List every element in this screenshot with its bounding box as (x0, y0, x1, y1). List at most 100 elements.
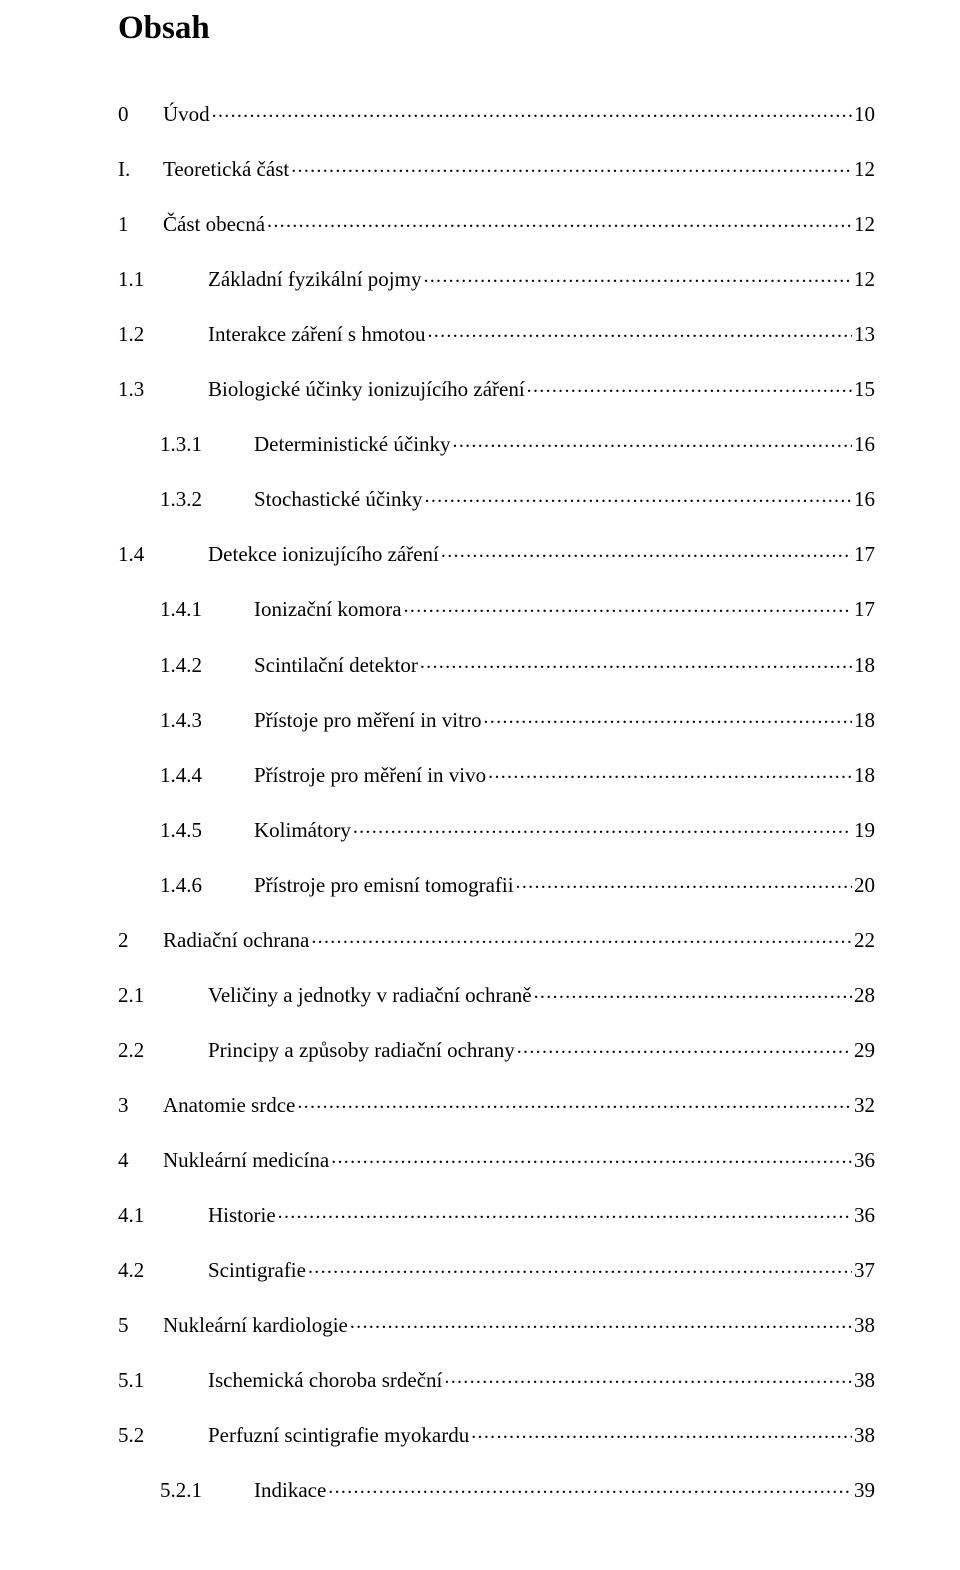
toc-entry-label: Historie (208, 1205, 276, 1226)
toc-title: Obsah (118, 10, 875, 47)
toc-entry-page: 36 (854, 1205, 875, 1226)
toc-entry-number: I. (118, 159, 163, 180)
toc-entry: 1.3.1Deterministické účinky16 (118, 429, 875, 455)
toc-entry-page: 10 (854, 104, 875, 125)
toc-entry: 1.4.6Přístroje pro emisní tomografii 20 (118, 870, 875, 896)
toc-entry-page: 12 (854, 269, 875, 290)
toc-entry: 5.1Ischemická choroba srdeční38 (118, 1365, 875, 1391)
toc-entry-number: 1.3 (118, 379, 208, 400)
toc-entry-page: 17 (854, 544, 875, 565)
toc-entry: 1Část obecná12 (118, 209, 875, 235)
toc-leader-dots (488, 760, 852, 782)
toc-leader-dots (291, 154, 852, 176)
toc-entry: 1.4.1Ionizační komora 17 (118, 594, 875, 620)
toc-entry: 1.4.4Přístroje pro měření in vivo18 (118, 760, 875, 786)
toc-entry: 2Radiační ochrana22 (118, 925, 875, 951)
toc-entry: 2.1Veličiny a jednotky v radiační ochran… (118, 980, 875, 1006)
toc-entry: 0Úvod 10 (118, 99, 875, 125)
toc-entry: 1.2Interakce záření s hmotou 13 (118, 319, 875, 345)
toc-entry-label: Úvod (163, 104, 210, 125)
toc-entry-label: Biologické účinky ionizujícího záření (208, 379, 525, 400)
toc-leader-dots (350, 1310, 852, 1332)
toc-entry-label: Ischemická choroba srdeční (208, 1370, 442, 1391)
toc-entry-page: 19 (854, 820, 875, 841)
toc-entry-label: Perfuzní scintigrafie myokardu (208, 1425, 469, 1446)
toc-entry-page: 18 (854, 710, 875, 731)
toc-entry-label: Indikace (254, 1480, 326, 1501)
toc-entry: 1.4.5Kolimátory 19 (118, 815, 875, 841)
toc-leader-dots (428, 319, 853, 341)
toc-entry: 1.1Základní fyzikální pojmy12 (118, 264, 875, 290)
toc-entry-number: 1.3.2 (118, 489, 254, 510)
toc-entry-label: Ionizační komora (254, 599, 402, 620)
toc-leader-dots (420, 649, 852, 671)
toc-leader-dots (328, 1475, 852, 1497)
toc-entry-number: 1 (118, 214, 163, 235)
toc-entry-label: Interakce záření s hmotou (208, 324, 426, 345)
toc-entry-label: Stochastické účinky (254, 489, 423, 510)
toc-entry-number: 5.2 (118, 1425, 208, 1446)
toc-entry-label: Přístoje pro měření in vitro (254, 710, 481, 731)
toc-entry: 1.3Biologické účinky ionizujícího záření… (118, 374, 875, 400)
toc-entry-number: 1.4.1 (118, 599, 254, 620)
toc-entry: 1.4.3Přístoje pro měření in vitro 18 (118, 705, 875, 731)
toc-entry: 1.3.2Stochastické účinky 16 (118, 484, 875, 510)
toc-leader-dots (297, 1090, 852, 1112)
toc-entry-page: 28 (854, 985, 875, 1006)
toc-entry-page: 12 (854, 214, 875, 235)
toc-entry-number: 3 (118, 1095, 163, 1116)
toc-leader-dots (441, 539, 852, 561)
toc-entry-number: 0 (118, 104, 163, 125)
toc-entry-number: 2.1 (118, 985, 208, 1006)
toc-entry-label: Veličiny a jednotky v radiační ochraně (208, 985, 532, 1006)
toc-leader-dots (404, 594, 852, 616)
toc-entry-number: 1.3.1 (118, 434, 254, 455)
toc-entry: 5Nukleární kardiologie38 (118, 1310, 875, 1336)
toc-leader-dots (453, 429, 852, 451)
toc-entry-page: 17 (854, 599, 875, 620)
toc-entry-label: Scintigrafie (208, 1260, 306, 1281)
toc-entry-label: Přístroje pro emisní tomografii (254, 875, 514, 896)
toc-leader-dots (331, 1145, 852, 1167)
toc-entry: I.Teoretická část 12 (118, 154, 875, 180)
toc-leader-dots (278, 1200, 852, 1222)
toc-entry-label: Nukleární medicína (163, 1150, 329, 1171)
toc-entry-label: Teoretická část (163, 159, 289, 180)
toc-entry-label: Radiační ochrana (163, 930, 309, 951)
toc-entry: 5.2.1Indikace 39 (118, 1475, 875, 1501)
toc-entry-number: 4 (118, 1150, 163, 1171)
toc-entry-number: 1.1 (118, 269, 208, 290)
toc-entry-number: 1.4.3 (118, 710, 254, 731)
toc-entry-number: 1.2 (118, 324, 208, 345)
toc-entry-label: Scintilační detektor (254, 655, 418, 676)
toc-entry-label: Principy a způsoby radiační ochrany (208, 1040, 515, 1061)
toc-leader-dots (534, 980, 852, 1002)
toc-entry: 2.2Principy a způsoby radiační ochrany29 (118, 1035, 875, 1061)
toc-entry-number: 1.4.6 (118, 875, 254, 896)
toc-leader-dots (444, 1365, 852, 1387)
toc-entry-number: 5.1 (118, 1370, 208, 1391)
toc-entry-page: 20 (854, 875, 875, 896)
toc-entry-page: 22 (854, 930, 875, 951)
toc-entry-page: 32 (854, 1095, 875, 1116)
toc-entry: 5.2Perfuzní scintigrafie myokardu38 (118, 1420, 875, 1446)
toc-entry-label: Nukleární kardiologie (163, 1315, 348, 1336)
toc-entry-label: Anatomie srdce (163, 1095, 295, 1116)
toc-entry-page: 18 (854, 655, 875, 676)
toc-entry-page: 16 (854, 489, 875, 510)
toc-entry-page: 16 (854, 434, 875, 455)
toc-leader-dots (516, 870, 852, 892)
toc-entry-page: 13 (854, 324, 875, 345)
toc-entry-number: 1.4.2 (118, 655, 254, 676)
toc-entry-page: 38 (854, 1315, 875, 1336)
toc-entry-label: Detekce ionizujícího záření (208, 544, 439, 565)
toc-entry-number: 5.2.1 (118, 1480, 254, 1501)
toc-leader-dots (527, 374, 852, 396)
toc-entry-page: 39 (854, 1480, 875, 1501)
toc-leader-dots (483, 705, 852, 727)
toc-entry-number: 1.4.5 (118, 820, 254, 841)
toc-list: 0Úvod10I.Teoretická část121Část obecná12… (118, 99, 875, 1501)
toc-entry-label: Kolimátory (254, 820, 351, 841)
toc-entry-page: 12 (854, 159, 875, 180)
toc-entry-page: 15 (854, 379, 875, 400)
